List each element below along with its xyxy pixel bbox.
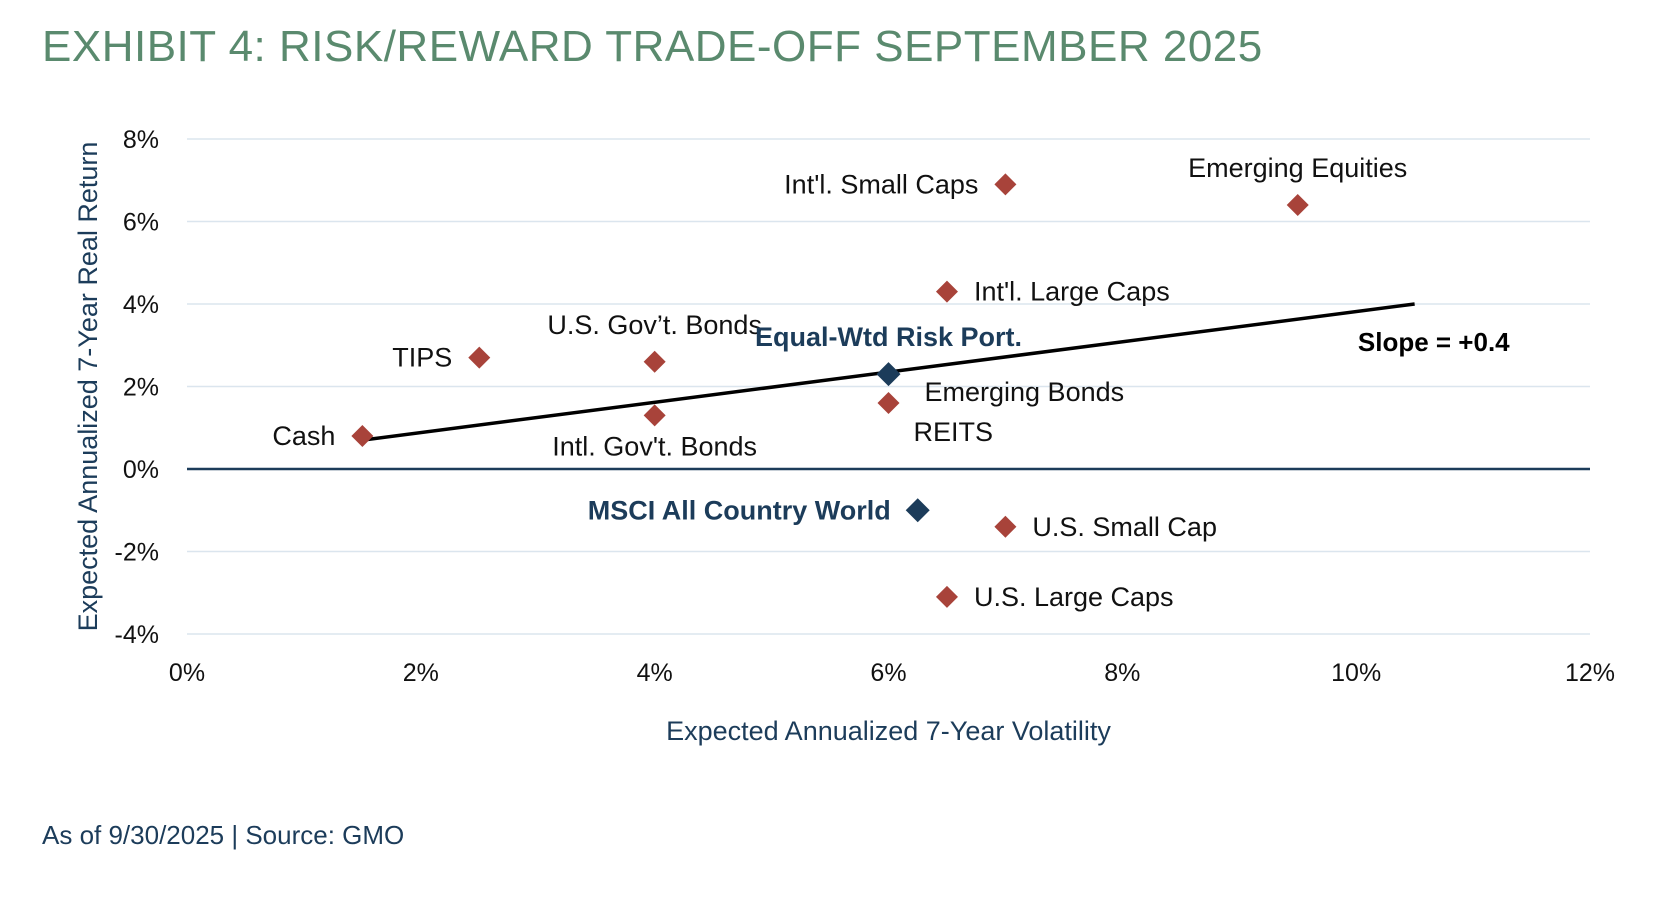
y-tick-label: -4%	[115, 621, 159, 649]
data-label: Intl. Gov't. Bonds	[552, 431, 757, 461]
x-tick-label: 12%	[1565, 659, 1615, 687]
data-points	[351, 173, 1309, 608]
portfolio-marker	[905, 498, 930, 523]
x-tick-label: 8%	[1104, 659, 1140, 687]
asset-marker	[935, 585, 958, 608]
data-label: REITS	[914, 417, 994, 447]
asset-marker	[994, 173, 1017, 196]
chart-title: EXHIBIT 4: RISK/REWARD TRADE-OFF SEPTEMB…	[42, 22, 1263, 71]
asset-marker	[643, 350, 666, 373]
portfolio-label: Equal-Wtd Risk Port.	[755, 322, 1022, 352]
asset-marker	[935, 280, 958, 303]
data-label: U.S. Gov’t. Bonds	[547, 310, 762, 340]
x-tick-label: 6%	[870, 659, 906, 687]
data-label: Cash	[272, 421, 335, 451]
asset-marker	[877, 392, 900, 414]
slope-label: Slope = +0.4	[1358, 327, 1510, 357]
gridlines	[187, 138, 1590, 635]
axes: -4% -2% 0% 2% 4% 6% 8% 0% 2% 4% 6% 8% 10% 12% Expected…	[73, 126, 1615, 746]
asset-marker	[643, 404, 666, 427]
asset-marker	[351, 425, 374, 447]
data-labels: Cash TIPS U.S. Gov’t. Bonds Intl. Gov't. Bo…	[272, 153, 1407, 612]
x-tick-label: 2%	[403, 659, 439, 687]
data-label: Emerging Equities	[1188, 153, 1407, 183]
data-label: Int'l. Large Caps	[974, 277, 1170, 307]
asset-marker	[994, 515, 1017, 538]
y-tick-label: -2%	[115, 539, 159, 567]
x-tick-label: 0%	[169, 659, 205, 687]
y-tick-label: 6%	[123, 209, 159, 237]
source-note: As of 9/30/2025 | Source: GMO	[42, 820, 405, 850]
y-axis-label: Expected Annualized 7-Year Real Return	[73, 142, 103, 632]
y-tick-label: 8%	[123, 126, 159, 154]
asset-marker	[1286, 194, 1309, 216]
data-label: U.S. Small Cap	[1032, 512, 1217, 542]
x-axis-label: Expected Annualized 7-Year Volatility	[666, 716, 1111, 746]
y-tick-label: 0%	[123, 456, 159, 484]
asset-marker	[468, 346, 491, 369]
y-tick-label: 2%	[123, 374, 159, 402]
x-tick-label: 4%	[637, 659, 673, 687]
portfolio-marker	[876, 362, 901, 387]
portfolio-label: MSCI All Country World	[588, 495, 891, 525]
data-label: U.S. Large Caps	[974, 582, 1174, 612]
data-label: Emerging Bonds	[925, 377, 1125, 407]
x-tick-label: 10%	[1331, 659, 1381, 687]
data-label: TIPS	[392, 343, 452, 373]
data-label: Int'l. Small Caps	[784, 169, 978, 199]
y-tick-label: 4%	[123, 291, 159, 319]
